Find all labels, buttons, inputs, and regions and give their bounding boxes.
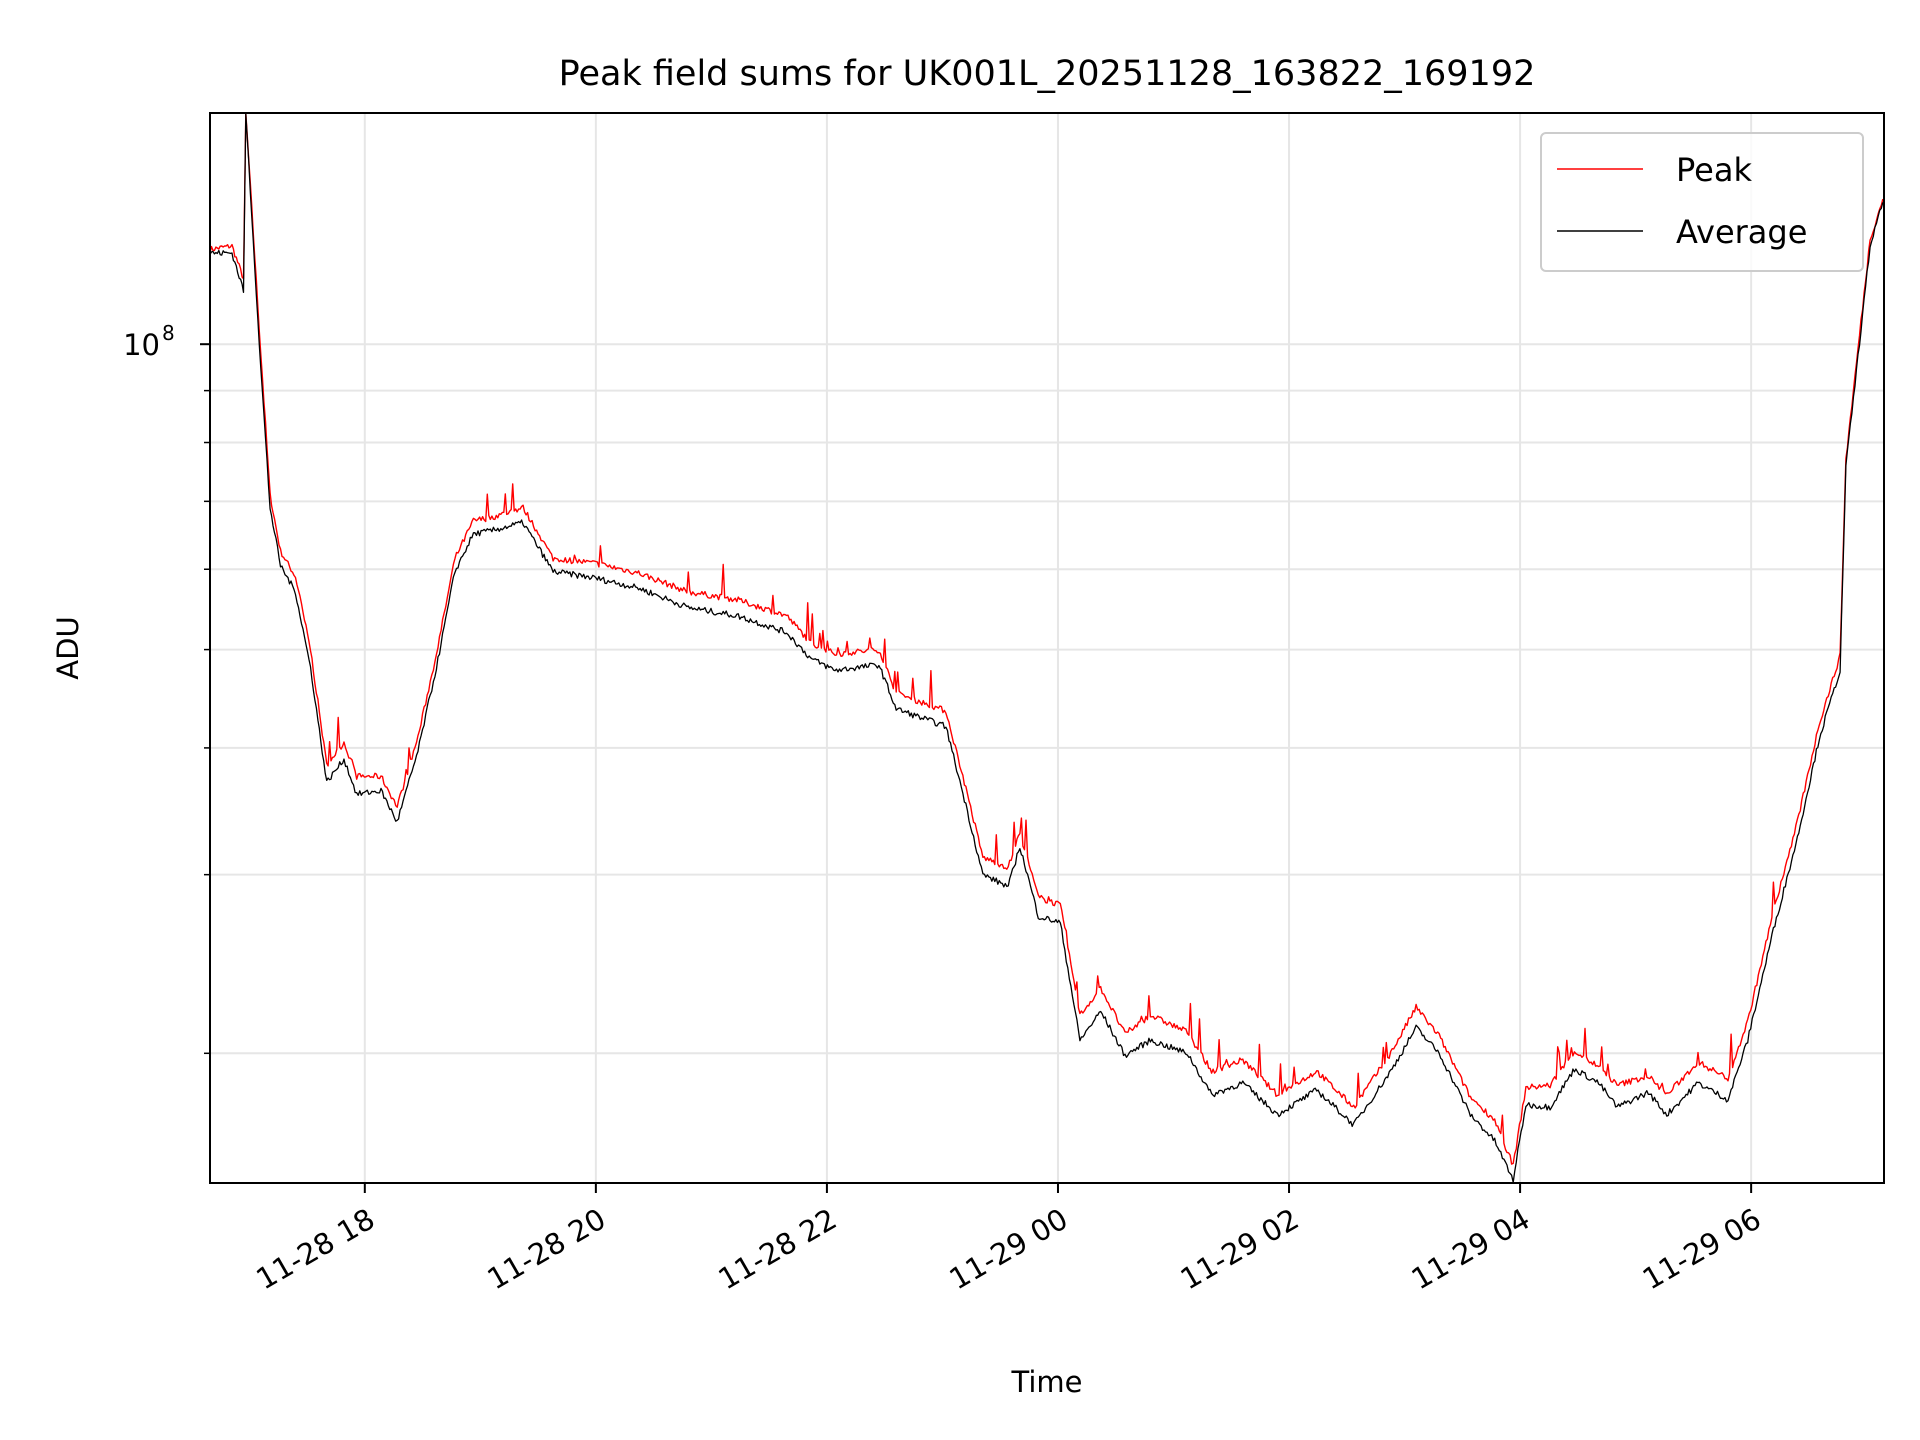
grid-lines [210,113,1884,1183]
chart-title: Peak field sums for UK001L_20251128_1638… [559,54,1536,94]
x-axis-label: Time [1011,1365,1083,1399]
legend-average-label: Average [1676,213,1807,251]
legend: Peak Average [1540,132,1864,272]
legend-box [1540,132,1864,272]
x-tick-label: 11-28 20 [481,1202,611,1297]
legend-peak-label: Peak [1676,151,1752,189]
y-axis-label: ADU [51,616,85,679]
x-tick-label: 11-28 22 [712,1202,842,1297]
x-tick-label: 11-29 00 [944,1202,1074,1297]
series-line-peak [209,112,1884,1165]
y-tick-exponent: 8 [162,321,175,345]
series-line-average [209,113,1884,1184]
plot-lines [209,112,1884,1184]
x-tick-label: 11-29 06 [1637,1202,1767,1297]
x-tick-label: 11-29 04 [1406,1202,1536,1297]
y-axis-ticks: 10 8 [123,321,210,1055]
x-tick-label: 11-29 02 [1175,1202,1305,1297]
y-tick-label: 10 [123,328,160,362]
plot-frame [209,112,1885,1184]
x-axis-ticks: 11-28 18 11-28 20 11-28 22 11-29 00 11-29 02… [250,1183,1767,1297]
x-tick-label: 11-28 18 [250,1202,380,1297]
